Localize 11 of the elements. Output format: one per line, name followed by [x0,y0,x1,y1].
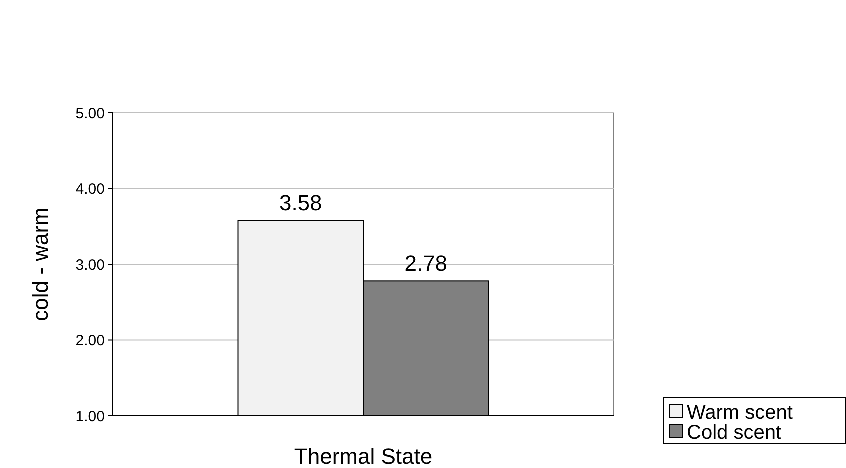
y-axis-title: cold - warm [28,208,53,322]
x-axis-title: Thermal State [294,444,433,468]
y-tick-label: 5.00 [76,105,105,122]
legend-label: Warm scent [687,402,794,424]
y-tick-label: 2.00 [76,332,105,350]
legend-label: Cold scent [687,422,782,444]
data-label: 2.78 [404,251,448,276]
y-tick-label: 1.00 [76,408,105,426]
data-label: 3.58 [279,190,322,216]
y-tick-label: 3.00 [76,256,105,274]
y-tick-label: 4.00 [76,181,105,198]
